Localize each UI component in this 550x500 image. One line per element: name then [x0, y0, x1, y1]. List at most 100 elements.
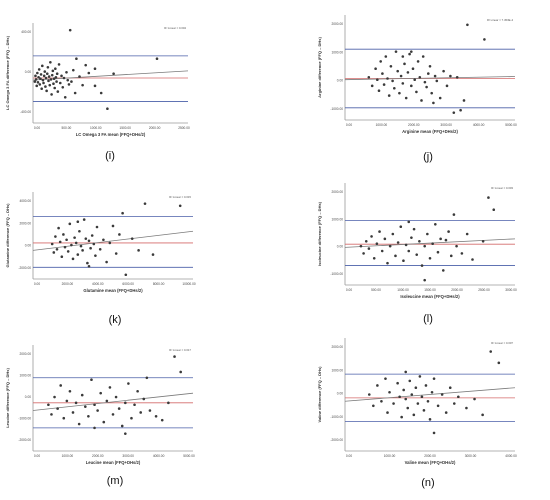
data-point	[179, 370, 182, 374]
data-point	[71, 257, 75, 261]
data-point	[35, 84, 39, 88]
data-point	[49, 78, 53, 81]
data-point	[412, 413, 416, 417]
data-point	[127, 382, 130, 385]
data-point	[65, 399, 69, 403]
data-point	[404, 96, 408, 100]
data-point	[44, 76, 48, 80]
data-point	[94, 254, 97, 257]
x-tick-label: 500.00	[62, 126, 72, 130]
data-point	[73, 236, 76, 239]
data-point	[481, 239, 485, 243]
regression-fit-line	[32, 392, 194, 411]
data-point	[74, 401, 78, 405]
data-point	[133, 403, 136, 407]
data-point	[42, 81, 45, 85]
data-point	[418, 75, 422, 79]
data-point	[76, 253, 80, 256]
data-point	[57, 226, 60, 230]
data-point	[407, 220, 411, 224]
data-point	[406, 406, 410, 410]
data-point	[432, 431, 436, 435]
data-point	[466, 23, 469, 27]
y-tick-label: 1000.00	[331, 368, 343, 372]
data-point	[388, 390, 391, 394]
data-point	[384, 377, 387, 380]
data-point	[414, 386, 418, 390]
data-point	[380, 249, 384, 253]
data-point	[59, 384, 62, 387]
data-point	[62, 416, 66, 420]
data-point	[52, 251, 56, 254]
data-point	[41, 64, 44, 68]
data-point	[391, 79, 394, 83]
data-point	[105, 260, 108, 264]
data-point	[432, 377, 436, 380]
y-tick-label: -2000.00	[18, 438, 31, 442]
data-point	[82, 218, 86, 221]
data-point	[52, 77, 56, 81]
data-point	[392, 402, 395, 405]
data-point	[433, 74, 437, 78]
data-point	[447, 230, 450, 233]
data-point	[444, 411, 448, 414]
bland-altman-panel: 0.00 1000.00 2000.00 3000.00 4000.00 5000.00 -…	[5, 345, 195, 487]
data-point	[455, 75, 459, 79]
data-point	[386, 411, 389, 414]
y-tick-label: -1000.00	[330, 272, 343, 276]
data-point	[436, 250, 440, 254]
data-point	[44, 85, 47, 88]
data-point	[81, 83, 84, 87]
x-tick-label: 4000.00	[153, 454, 165, 458]
data-point	[431, 242, 434, 246]
data-point	[383, 237, 387, 241]
x-tick-label: 2000.00	[149, 126, 161, 130]
data-point	[421, 55, 425, 58]
data-point	[87, 239, 91, 243]
data-point	[372, 404, 375, 408]
data-point	[471, 258, 474, 261]
data-point	[378, 230, 381, 233]
data-point	[47, 75, 51, 78]
data-point	[51, 69, 55, 73]
data-point	[394, 254, 397, 258]
r-squared-label: R² Linear = 0.015	[169, 195, 191, 199]
data-point	[96, 409, 99, 412]
y-tick-label: -1000.00	[18, 417, 31, 421]
data-point	[50, 413, 53, 416]
data-point	[43, 70, 47, 73]
data-point	[367, 75, 371, 79]
y-tick-label: -400.00	[20, 110, 31, 114]
data-point	[87, 415, 90, 418]
r-squared-label: R² Linear = 0.003	[491, 186, 513, 190]
data-point	[58, 240, 62, 244]
bland-altman-panel: 0.00 2000.00 4000.00 6000.00 8000.00 10000.00…	[5, 192, 196, 326]
panel-label: (l)	[423, 313, 433, 325]
data-point	[465, 406, 468, 410]
x-tick-label: 1000.00	[90, 126, 102, 130]
data-point	[423, 278, 426, 282]
data-point	[76, 220, 80, 224]
data-point	[399, 74, 403, 78]
data-point	[379, 60, 383, 63]
data-point	[432, 101, 435, 105]
data-point	[78, 229, 81, 233]
data-point	[370, 84, 374, 88]
data-point	[386, 261, 389, 265]
data-point	[391, 232, 395, 236]
data-point	[93, 403, 96, 407]
data-point	[394, 50, 398, 53]
data-point	[54, 67, 57, 71]
x-axis-label: Isoleucine mean (FFQ+DHs/2)	[400, 294, 460, 299]
x-axis-label: LC Omega 3 FA mean (FFQ+DHs/2)	[76, 132, 146, 137]
x-tick-label: 0.00	[346, 454, 352, 458]
data-point	[413, 78, 417, 82]
data-point	[137, 249, 140, 252]
data-point	[48, 83, 52, 87]
data-point	[52, 82, 55, 86]
data-point	[66, 78, 70, 82]
data-point	[124, 273, 128, 277]
data-point	[106, 107, 109, 111]
data-point	[407, 249, 411, 253]
data-point	[87, 71, 91, 75]
